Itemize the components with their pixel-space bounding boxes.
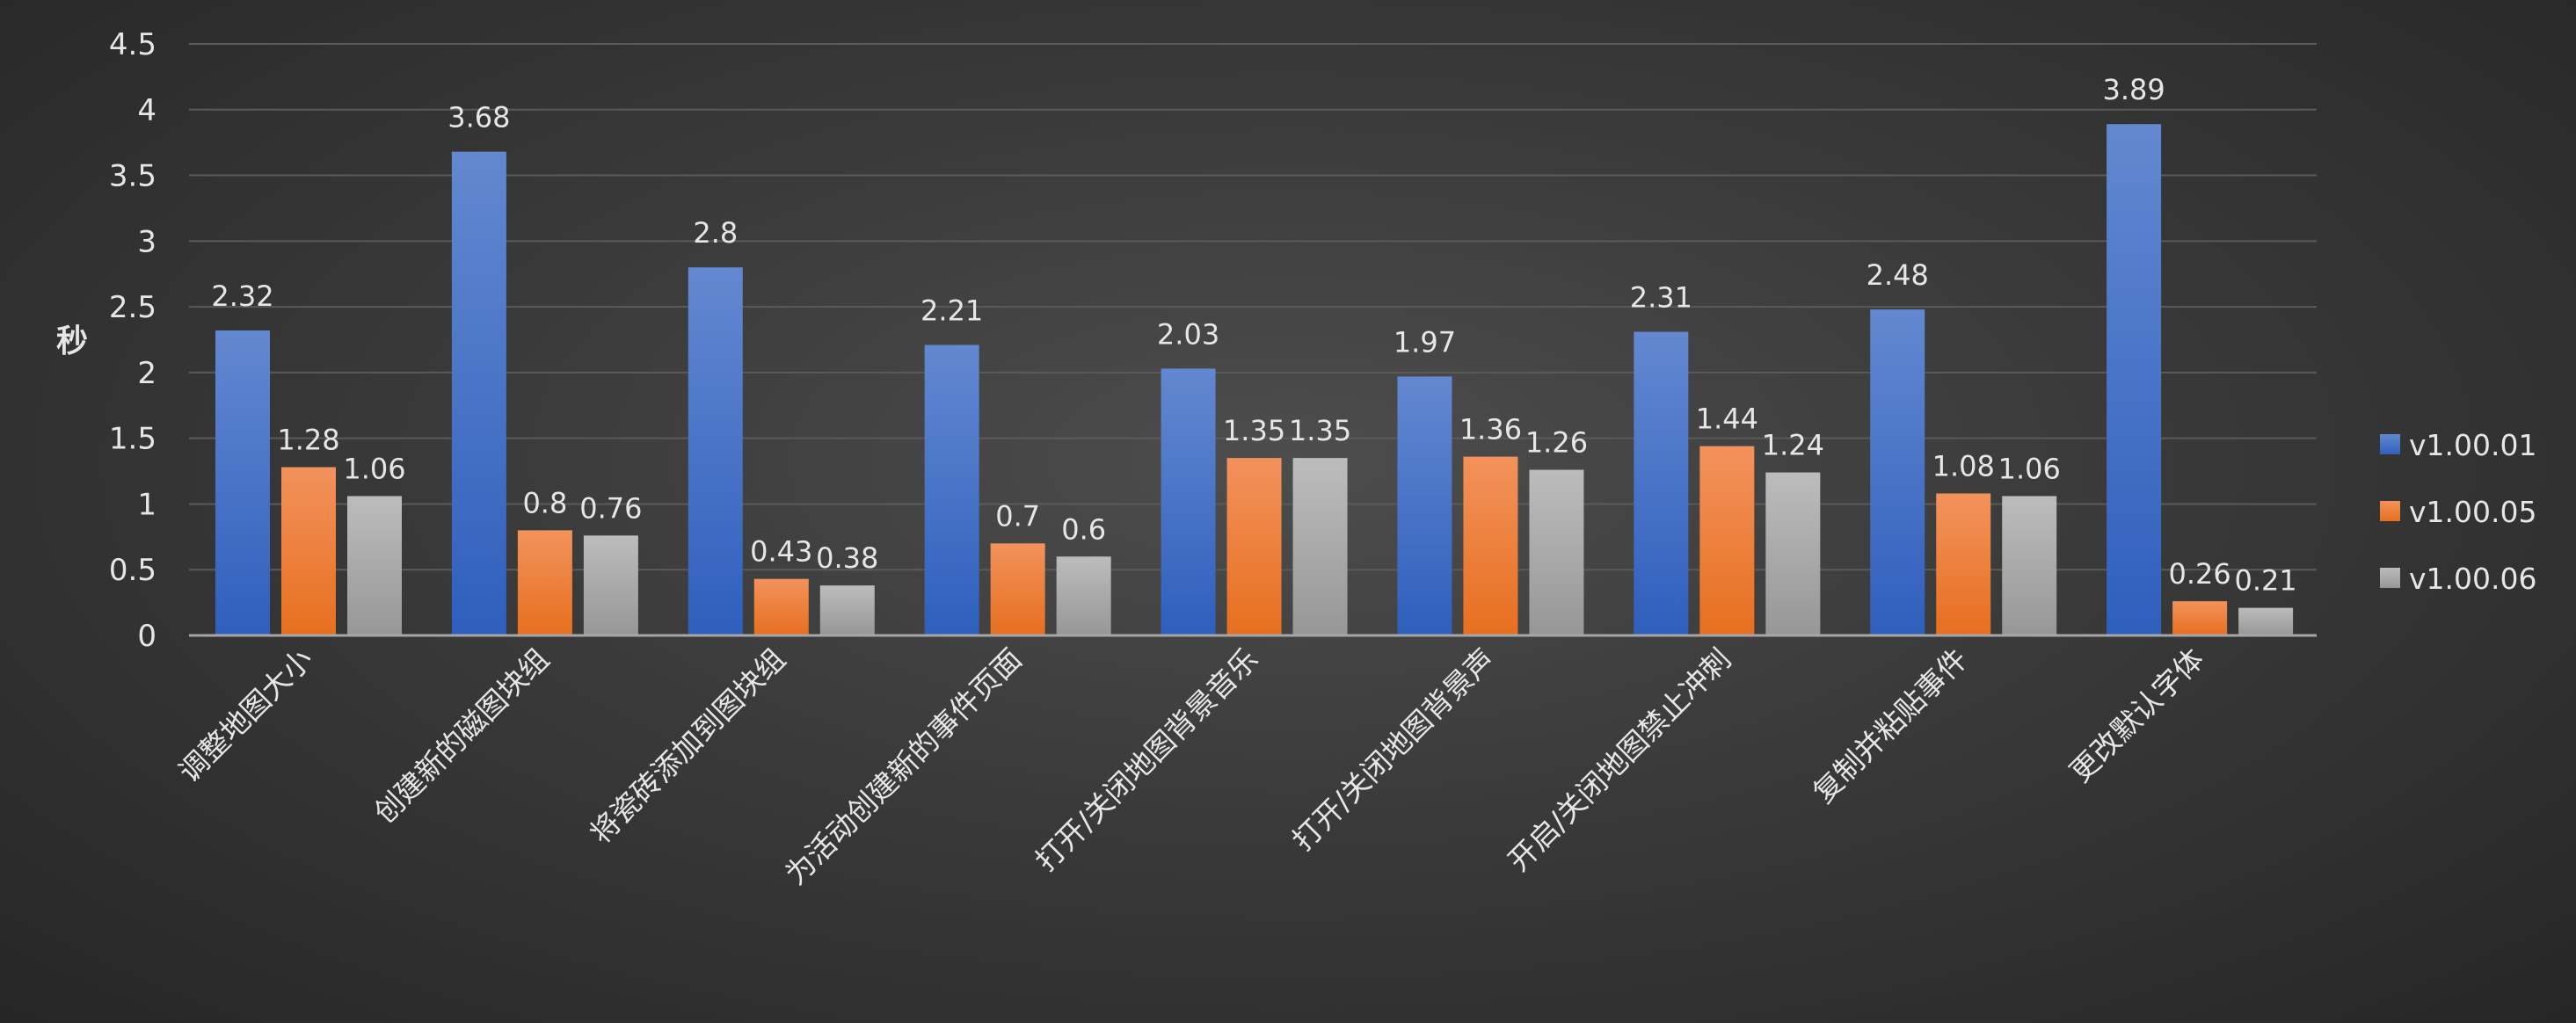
- y-tick-label: 4: [137, 93, 156, 128]
- data-label: 2.21: [921, 294, 983, 327]
- data-label: 2.48: [1867, 258, 1929, 292]
- bar-v1.00.05: [1463, 456, 1518, 635]
- bar-v1.00.05: [281, 467, 336, 635]
- bar-v1.00.06: [1292, 458, 1348, 635]
- data-label: 2.31: [1630, 281, 1692, 315]
- data-label: 0.21: [2234, 564, 2296, 598]
- bar-v1.00.06: [583, 535, 638, 635]
- data-label: 2.32: [211, 279, 273, 313]
- legend-label: v1.00.06: [2409, 562, 2537, 596]
- data-label: 1.36: [1459, 413, 1522, 446]
- y-tick-label: 3: [137, 224, 156, 259]
- legend-label: v1.00.01: [2409, 428, 2537, 462]
- bar-v1.00.06: [819, 585, 875, 635]
- data-label: 1.24: [1762, 429, 1824, 462]
- data-label: 0.26: [2168, 557, 2230, 591]
- data-label: 1.44: [1696, 403, 1758, 436]
- y-axis-ticks: 0 0.5 1 1.5 2 2.5 3 3.5 4 4.5: [109, 27, 156, 654]
- y-tick-label: 0.5: [109, 553, 156, 588]
- data-label: 1.35: [1223, 414, 1285, 447]
- bar-v1.00.05: [1226, 458, 1282, 635]
- y-tick-label: 3.5: [109, 159, 156, 194]
- bar-v1.00.01: [2107, 124, 2162, 635]
- data-label: 0.76: [579, 491, 642, 525]
- x-category-label: 调整地图大小: [172, 642, 320, 789]
- y-tick-label: 2.5: [109, 290, 156, 325]
- data-label: 3.68: [448, 101, 510, 134]
- data-labels: 2.321.281.063.680.8 0.762.80.43 0.382.210.…: [211, 73, 2296, 597]
- bar-v1.00.06: [2238, 607, 2294, 635]
- data-label: 1.06: [343, 452, 405, 485]
- bar-v1.00.01: [688, 267, 743, 635]
- bar-v1.00.05: [2172, 601, 2228, 635]
- bar-v1.00.05: [517, 530, 572, 635]
- y-tick-label: 4.5: [109, 27, 156, 62]
- bar-v1.00.06: [2002, 496, 2057, 635]
- y-tick-label: 0: [137, 619, 156, 654]
- x-category-label: 打开/关闭地图背景音乐: [1029, 642, 1265, 878]
- bar-v1.00.05: [1936, 493, 1991, 635]
- data-label: 1.26: [1525, 426, 1588, 460]
- data-label: 2.03: [1157, 317, 1219, 351]
- bar-v1.00.01: [1161, 368, 1216, 635]
- bars: [215, 124, 2294, 635]
- bar-v1.00.05: [1699, 446, 1755, 635]
- bar-v1.00.06: [1765, 472, 1821, 635]
- bar-v1.00.06: [347, 496, 402, 635]
- bar-v1.00.01: [215, 330, 270, 635]
- x-category-label: 创建新的磁图块组: [367, 642, 556, 830]
- data-label: 0.6: [1061, 512, 1106, 546]
- x-category-label: 将瓷砖添加到图块组: [583, 642, 792, 851]
- bar-v1.00.01: [451, 151, 506, 635]
- legend-swatch: [2380, 568, 2400, 588]
- bar-v1.00.01: [1634, 331, 1689, 635]
- y-tick-label: 1.5: [109, 422, 156, 457]
- legend-swatch: [2380, 434, 2400, 454]
- y-tick-label: 1: [137, 487, 156, 522]
- data-label: 1.28: [277, 424, 339, 457]
- bar-v1.00.06: [1529, 469, 1584, 635]
- bar-v1.00.01: [1397, 376, 1452, 635]
- data-label: 2.8: [693, 216, 738, 250]
- data-label: 1.97: [1394, 325, 1456, 359]
- legend: v1.00.01 v1.00.05 v1.00.06: [2380, 428, 2537, 596]
- data-label: 1.08: [1932, 449, 1995, 482]
- x-category-label: 为活动创建新的事件页面: [779, 642, 1029, 891]
- x-category-label: 更改默认字体: [2063, 642, 2211, 789]
- data-label: 1.35: [1289, 414, 1351, 447]
- gridlines: [189, 43, 2317, 571]
- data-label: 1.06: [1998, 452, 2061, 485]
- y-axis-title: 秒: [56, 323, 88, 359]
- data-label: 3.89: [2102, 73, 2165, 106]
- data-label: 0.43: [750, 535, 812, 569]
- x-category-label: 开启/关闭地图禁止冲刺: [1502, 642, 1738, 878]
- data-label: 0.38: [816, 541, 878, 575]
- data-label: 0.7: [995, 499, 1040, 533]
- legend-label: v1.00.05: [2409, 495, 2537, 529]
- data-label: 0.8: [522, 486, 567, 519]
- bar-v1.00.05: [990, 543, 1045, 635]
- x-category-label: 打开/关闭地图背景声: [1285, 642, 1501, 857]
- bar-v1.00.05: [753, 578, 809, 635]
- bar-v1.00.06: [1056, 556, 1111, 635]
- bar-v1.00.01: [1870, 309, 1925, 635]
- bar-v1.00.01: [924, 345, 979, 635]
- legend-swatch: [2380, 501, 2400, 521]
- x-category-label: 复制并粘贴事件: [1806, 642, 1974, 809]
- y-tick-label: 2: [137, 356, 156, 391]
